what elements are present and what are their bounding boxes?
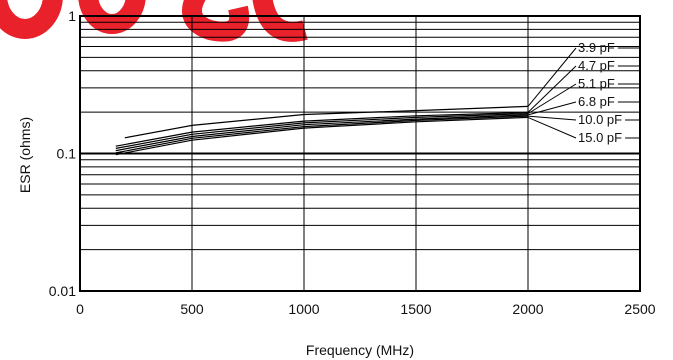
legend-leader-line [527,83,577,115]
legend-label: 10.0 pF [578,112,622,127]
x-tick-label: 2000 [512,301,543,317]
plot-frame [79,15,641,292]
plot-grid [79,15,641,292]
series-line [115,111,529,147]
legend-label: 6.8 pF [578,94,615,109]
series-line [115,116,529,156]
legend-leaders [527,47,640,139]
legend-label: 15.0 pF [578,130,622,145]
x-tick-labels: 0 500 1000 1500 2000 2500 [76,301,656,317]
legend-leader-line [527,65,577,113]
legend-leader-line [527,47,577,107]
legend-leader-line [527,115,577,121]
series-line [115,114,529,152]
legend-label: 4.7 pF [578,58,615,73]
series-line [115,115,529,154]
series-line [124,105,529,139]
legend-label: 3.9 pF [578,40,615,55]
x-tick-label: 0 [76,301,84,317]
x-tick-label: 2500 [624,301,655,317]
legend-leader-line [527,116,577,139]
y-axis-label: ESR (ohms) [17,117,33,193]
y-tick-label: 1 [68,8,76,24]
legend-leader-line [527,101,577,116]
x-tick-label: 500 [180,301,204,317]
legend-labels: 3.9 pF 4.7 pF 5.1 pF 6.8 pF 10.0 pF 15.0 pF [578,40,622,145]
x-axis-label: Frequency (MHz) [306,342,414,358]
x-tick-label: 1500 [400,301,431,317]
series-lines [115,105,529,156]
series-line [115,113,529,149]
y-tick-label: 0.01 [49,283,76,299]
y-tick-labels: 1 0.1 0.01 [49,8,76,299]
legend-label: 5.1 pF [578,76,615,91]
y-tick-label: 0.1 [57,146,77,162]
x-tick-label: 1000 [288,301,319,317]
